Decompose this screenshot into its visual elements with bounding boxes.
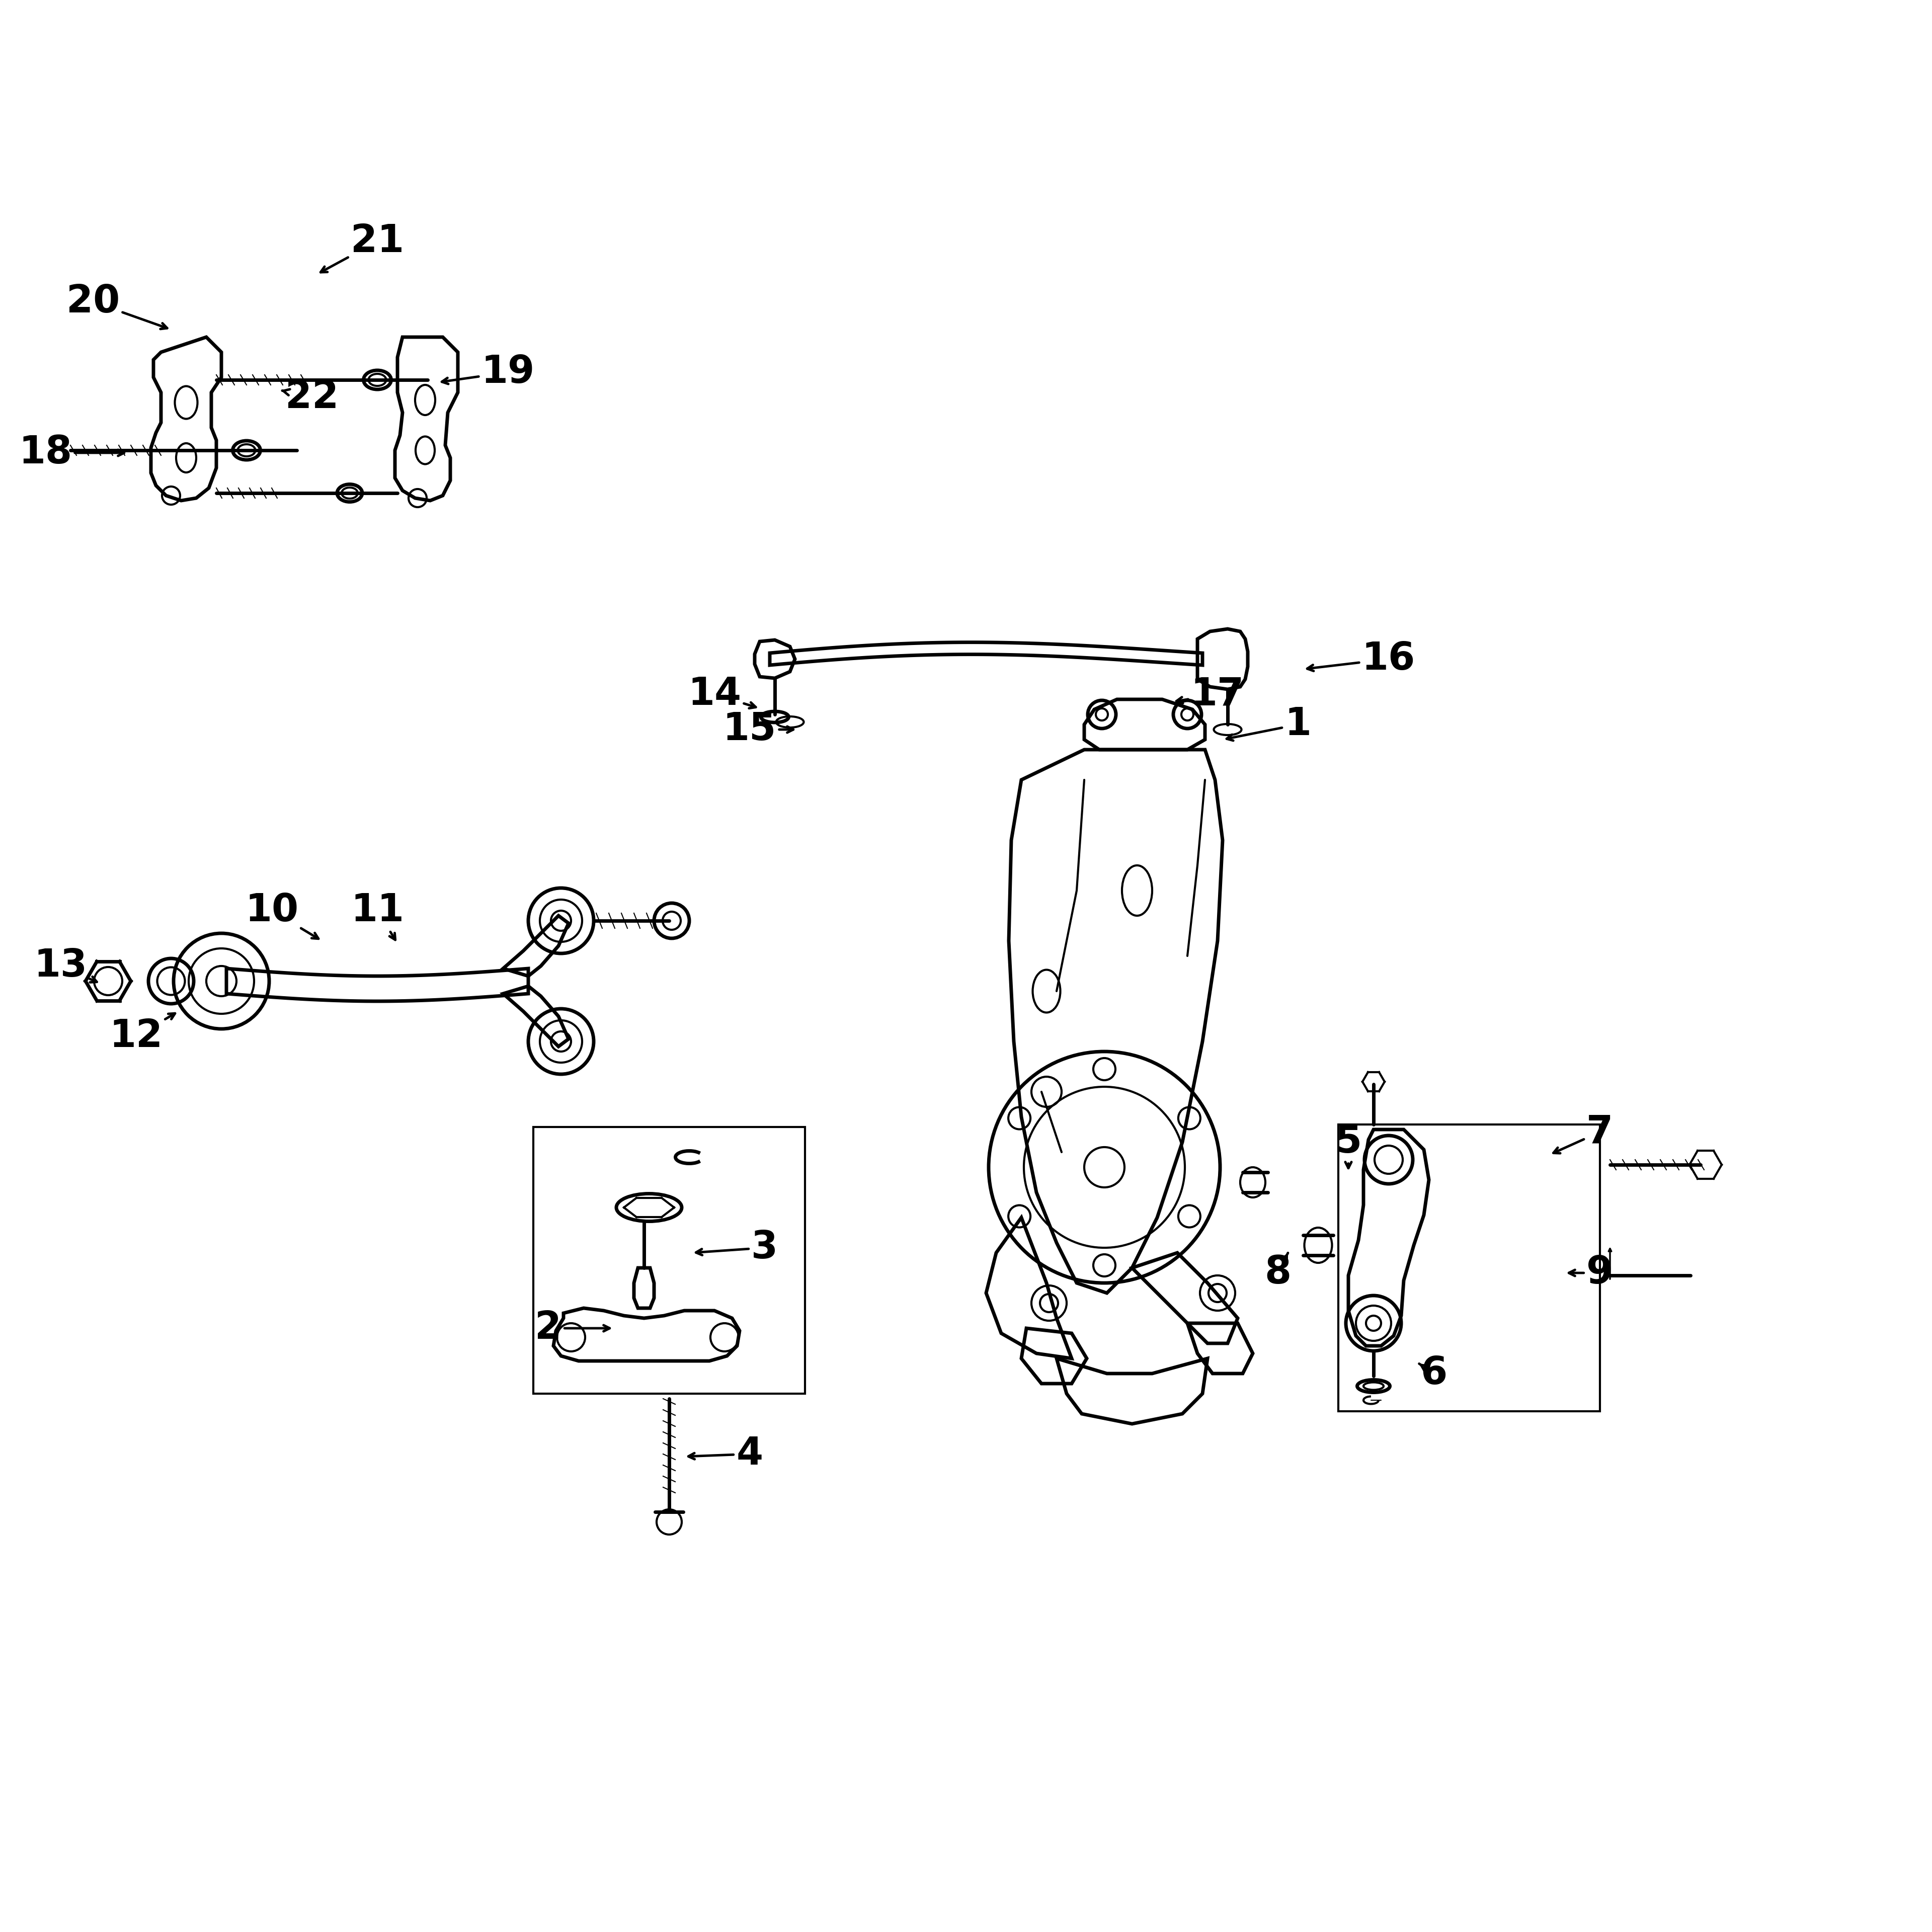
Text: 3: 3 xyxy=(696,1229,779,1265)
Text: 18: 18 xyxy=(19,435,124,471)
Text: 6: 6 xyxy=(1420,1354,1447,1393)
Bar xyxy=(1339,1124,1600,1410)
Text: 2: 2 xyxy=(535,1310,611,1347)
Text: 15: 15 xyxy=(723,711,794,748)
Text: 22: 22 xyxy=(282,379,338,415)
Text: 17: 17 xyxy=(1177,676,1244,713)
Text: 13: 13 xyxy=(33,947,97,985)
Text: 19: 19 xyxy=(442,354,535,390)
Text: 7: 7 xyxy=(1553,1113,1613,1153)
Text: 8: 8 xyxy=(1265,1252,1291,1291)
Text: 14: 14 xyxy=(688,676,755,713)
Text: 10: 10 xyxy=(245,893,319,939)
Text: 9: 9 xyxy=(1569,1254,1613,1291)
Text: 5: 5 xyxy=(1335,1124,1362,1169)
Bar xyxy=(533,1126,806,1393)
Text: 11: 11 xyxy=(352,893,404,939)
Text: 4: 4 xyxy=(688,1435,763,1472)
Text: 21: 21 xyxy=(321,222,404,272)
Text: 12: 12 xyxy=(108,1014,176,1055)
Text: 16: 16 xyxy=(1308,641,1416,678)
Text: 1: 1 xyxy=(1227,705,1312,744)
Text: 20: 20 xyxy=(66,284,168,328)
